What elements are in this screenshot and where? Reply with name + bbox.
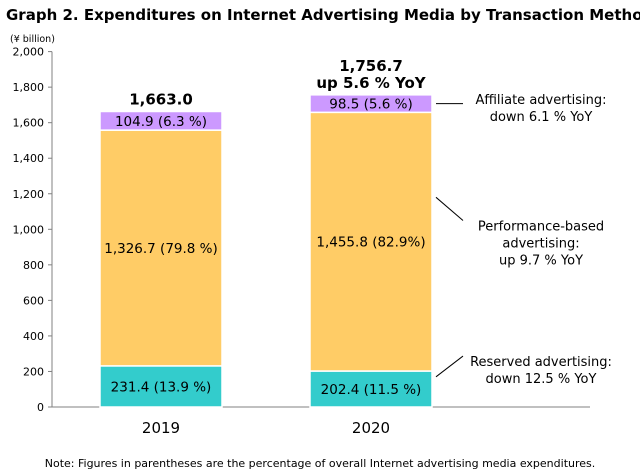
bar-segment-affiliate-2019 [99, 110, 223, 131]
annotation-affiliate: down 6.1 % YoY [490, 110, 593, 125]
y-tick-label: 1,400 [13, 152, 45, 165]
annotations: Reserved advertising: down 12.5 % YoY Perf… [435, 93, 612, 387]
data-label-reserved-2019: 231.4 (13.9 %) [111, 379, 212, 395]
bar-segment-affiliate-2020 [309, 94, 433, 114]
total-label-2020: 1,756.7 [339, 57, 403, 75]
leader-line-performance [435, 196, 464, 221]
annotation-reserved: Reserved advertising: [470, 355, 612, 370]
y-tick-label: 400 [23, 330, 44, 343]
total-label-2020: up 5.6 % YoY [316, 74, 426, 92]
y-tick-label: 1,600 [13, 117, 45, 130]
bar-segment-performance-2019 [99, 129, 223, 367]
bar-segment-reserved-2020 [309, 370, 433, 408]
annotation-reserved: down 12.5 % YoY [486, 372, 597, 387]
x-tick-label-2019: 2019 [142, 419, 180, 437]
bar-segment-reserved-2019 [99, 365, 223, 408]
y-tick-label: 0 [37, 401, 44, 414]
total-label-2019: 1,663.0 [129, 90, 193, 108]
x-tick-label-2020: 2020 [352, 419, 390, 437]
chart-title: Graph 2. Expenditures on Internet Advert… [6, 6, 640, 24]
bars: 231.4 (13.9 %) 1,326.7 (79.8 %) 104.9 (6.3… [99, 57, 433, 408]
data-label-affiliate-2020: 98.5 (5.6 %) [329, 97, 412, 113]
leader-line-reserved [435, 355, 464, 378]
y-tick-label: 1,000 [13, 223, 45, 236]
annotation-performance: Performance-based [478, 220, 604, 235]
annotation-affiliate: Affiliate advertising: [475, 93, 606, 108]
y-tick-label: 800 [23, 259, 44, 272]
y-tick-label: 1,200 [13, 188, 45, 201]
annotation-performance: up 9.7 % YoY [499, 254, 583, 269]
y-tick-label: 2,000 [13, 46, 45, 59]
y-axis-unit-label: (¥ billion) [10, 34, 55, 45]
annotation-performance: advertising: [502, 237, 579, 252]
y-tick-label: 1,800 [13, 81, 45, 94]
data-label-reserved-2020: 202.4 (11.5 %) [321, 382, 422, 398]
chart-note: Note: Figures in parentheses are the per… [45, 457, 596, 470]
y-tick-label: 200 [23, 365, 44, 378]
data-label-performance-2020: 1,455.8 (82.9%) [316, 235, 425, 251]
axes: 0 200 400 600 800 1,000 1,200 1,400 1,600 1,800 2,… [13, 46, 590, 437]
data-label-performance-2019: 1,326.7 (79.8 %) [104, 241, 218, 257]
y-tick-label: 600 [23, 294, 44, 307]
data-label-affiliate-2019: 104.9 (6.3 %) [115, 114, 207, 130]
bar-segment-performance-2020 [309, 111, 433, 372]
